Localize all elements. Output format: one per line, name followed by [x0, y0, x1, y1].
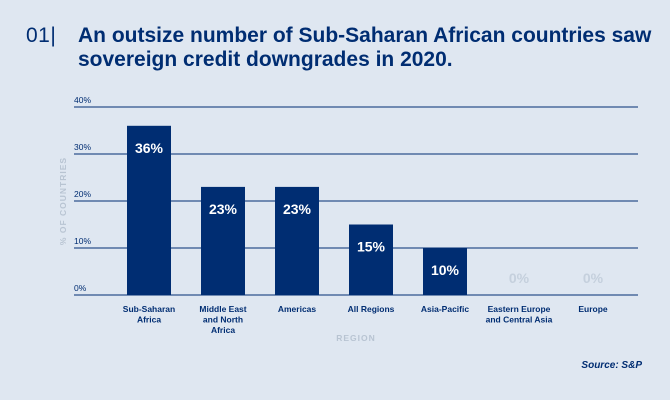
x-tick-label: Europe [578, 304, 608, 314]
x-tick-label: and North [203, 315, 243, 325]
x-tick-label: and Central Asia [486, 315, 553, 325]
x-tick-label: Africa [137, 315, 161, 325]
y-tick-label: 30% [74, 142, 91, 152]
figure-number: 01| [26, 24, 57, 47]
bar-value-label: 0% [583, 270, 604, 286]
y-tick-label: 0% [74, 283, 87, 293]
x-tick-label: Eastern Europe [488, 304, 551, 314]
bar [349, 224, 393, 295]
bar-value-label: 10% [431, 262, 460, 278]
bar-value-label: 23% [283, 201, 312, 217]
bar [275, 186, 319, 295]
bar-value-label: 36% [135, 140, 164, 156]
source-note: Source: S&P [581, 360, 642, 371]
y-tick-label: 20% [74, 189, 91, 199]
y-tick-label: 10% [74, 236, 91, 246]
x-tick-label: Sub-Saharan [123, 304, 175, 314]
y-tick-label: 40% [74, 95, 91, 105]
x-tick-label: Asia-Pacific [421, 304, 469, 314]
bar-value-label: 0% [509, 270, 530, 286]
bar [423, 248, 467, 295]
chart-title: An outsize number of Sub-Saharan African… [78, 24, 652, 71]
bar [201, 186, 245, 295]
bar [127, 125, 171, 295]
x-tick-label: Americas [278, 304, 317, 314]
x-tick-label: Africa [211, 325, 235, 335]
chart-header: 01| An outsize number of Sub-Saharan Afr… [26, 24, 658, 72]
x-tick-label: All Regions [348, 304, 395, 314]
x-axis-title: REGION [336, 333, 376, 343]
y-axis-title: % OF COUNTRIES [58, 157, 68, 245]
x-tick-label: Middle East [199, 304, 246, 314]
bar-value-label: 23% [209, 201, 238, 217]
bar-value-label: 15% [357, 239, 386, 255]
